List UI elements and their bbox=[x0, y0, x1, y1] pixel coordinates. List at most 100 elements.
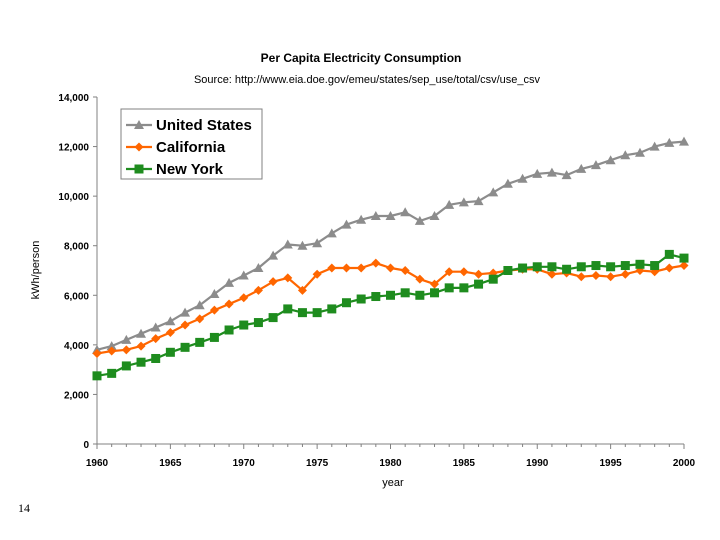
data-point bbox=[459, 267, 469, 277]
data-point bbox=[561, 170, 572, 180]
legend-label-new-york: New York bbox=[156, 161, 224, 178]
data-point bbox=[224, 325, 234, 335]
x-tick-labels: 1960 1965 1970 1975 1980 1985 1990 1995 2000 bbox=[86, 458, 696, 469]
data-point bbox=[488, 274, 498, 284]
data-point bbox=[136, 328, 147, 338]
data-point bbox=[606, 272, 616, 282]
data-point bbox=[444, 267, 454, 277]
y-tick-label: 2,000 bbox=[64, 390, 89, 401]
data-point bbox=[327, 304, 337, 314]
data-point bbox=[238, 270, 249, 280]
x-tick-label: 1990 bbox=[526, 458, 549, 469]
data-point bbox=[532, 262, 542, 272]
data-point bbox=[620, 261, 630, 271]
data-point bbox=[415, 274, 425, 284]
data-point bbox=[165, 316, 176, 326]
legend-label-united-states: United States bbox=[156, 117, 252, 134]
data-point bbox=[239, 293, 249, 303]
data-point bbox=[268, 313, 278, 323]
data-point bbox=[664, 137, 675, 147]
data-point bbox=[224, 299, 234, 309]
y-tick-labels: 0 2,000 4,000 6,000 8,000 10,000 12,000 14,000 bbox=[58, 93, 89, 451]
data-point bbox=[649, 141, 660, 151]
data-point bbox=[253, 263, 264, 273]
data-point bbox=[327, 263, 337, 273]
data-point bbox=[194, 300, 205, 310]
data-point bbox=[444, 199, 455, 209]
data-point bbox=[180, 307, 191, 317]
data-point bbox=[591, 261, 601, 271]
chart-title: Per Capita Electricity Consumption bbox=[261, 51, 462, 65]
data-point bbox=[297, 240, 308, 250]
data-point bbox=[474, 269, 484, 279]
data-point bbox=[400, 207, 411, 217]
data-point bbox=[414, 215, 425, 225]
data-point bbox=[576, 262, 586, 272]
data-point bbox=[297, 308, 307, 318]
data-point bbox=[473, 196, 484, 206]
series-united-states bbox=[92, 136, 689, 354]
data-point bbox=[209, 305, 219, 315]
data-point bbox=[121, 345, 131, 355]
legend: United States California New York bbox=[120, 108, 263, 180]
data-point bbox=[547, 269, 557, 279]
data-point bbox=[650, 261, 660, 271]
data-point bbox=[283, 304, 293, 314]
data-point bbox=[180, 342, 190, 352]
data-point bbox=[282, 239, 293, 249]
data-point bbox=[151, 353, 161, 363]
data-point bbox=[356, 263, 366, 273]
data-point bbox=[209, 289, 220, 299]
data-point bbox=[283, 273, 293, 283]
data-point bbox=[576, 272, 586, 282]
legend-marker-united-states bbox=[134, 120, 144, 129]
data-point bbox=[195, 337, 205, 347]
data-point bbox=[400, 266, 410, 275]
data-point bbox=[546, 167, 557, 177]
data-point bbox=[634, 147, 645, 157]
data-point bbox=[253, 285, 263, 295]
data-point bbox=[386, 263, 395, 273]
x-axis-label: year bbox=[382, 477, 404, 489]
data-point bbox=[606, 262, 616, 272]
data-point bbox=[92, 349, 102, 359]
data-point bbox=[532, 168, 543, 178]
data-point bbox=[430, 288, 440, 298]
data-point bbox=[385, 210, 396, 220]
data-point bbox=[341, 263, 351, 273]
data-point bbox=[268, 250, 279, 260]
data-point bbox=[356, 214, 367, 224]
data-point bbox=[151, 334, 161, 344]
x-tick-label: 1985 bbox=[453, 458, 476, 469]
data-point bbox=[474, 279, 484, 289]
y-tick-label: 6,000 bbox=[64, 291, 89, 302]
x-tick-label: 1965 bbox=[159, 458, 182, 469]
y-tick-label: 4,000 bbox=[64, 341, 89, 352]
axes bbox=[93, 96, 685, 449]
data-point bbox=[370, 210, 381, 220]
data-point bbox=[635, 259, 645, 269]
data-point bbox=[503, 266, 513, 275]
data-point bbox=[371, 258, 381, 268]
data-point bbox=[429, 210, 440, 220]
x-tick-label: 1970 bbox=[233, 458, 256, 469]
data-point bbox=[664, 249, 674, 259]
data-point bbox=[444, 283, 454, 293]
y-tick-label: 0 bbox=[83, 440, 89, 451]
data-point bbox=[209, 332, 219, 342]
data-point bbox=[430, 279, 440, 289]
data-point bbox=[620, 269, 630, 279]
legend-marker-new-york bbox=[134, 164, 144, 174]
series-layer bbox=[92, 136, 689, 381]
data-point bbox=[107, 368, 117, 378]
data-point bbox=[605, 155, 616, 165]
data-point bbox=[106, 341, 117, 351]
data-point bbox=[121, 334, 132, 344]
data-point bbox=[518, 263, 528, 273]
x-tick-label: 1995 bbox=[600, 458, 623, 469]
data-point bbox=[224, 277, 235, 287]
data-point bbox=[415, 290, 425, 300]
data-point bbox=[312, 308, 322, 318]
data-point bbox=[664, 263, 674, 273]
